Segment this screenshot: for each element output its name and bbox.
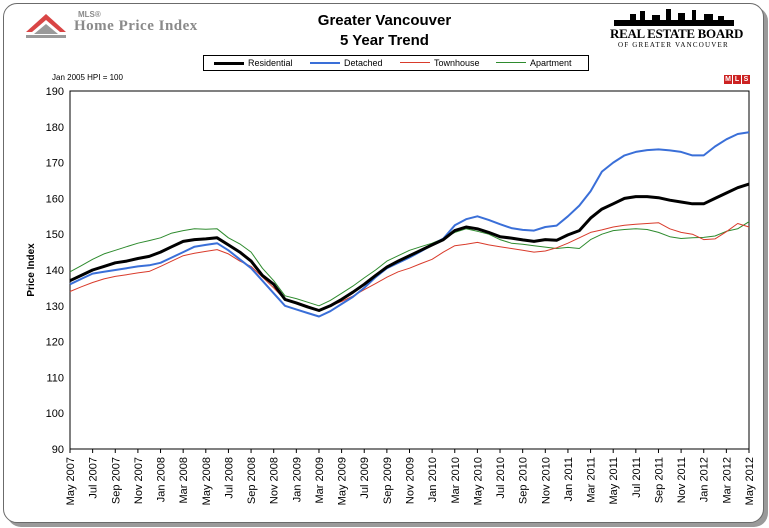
x-tick-label: Mar 2009 (314, 457, 326, 503)
y-tick-label: 140 (46, 265, 64, 277)
x-tick-label: Jan 2009 (291, 457, 303, 502)
y-tick-label: 150 (46, 229, 64, 241)
legend-swatch-apartment (496, 62, 526, 63)
legend-swatch-townhouse (400, 62, 430, 63)
x-tick-label: Jul 2011 (631, 457, 643, 498)
skyline-logo-icon (614, 9, 734, 26)
mls-badge-letter-l: L (733, 75, 741, 84)
x-tick-label: Jul 2008 (223, 457, 235, 499)
x-tick-label: Jan 2008 (156, 457, 168, 502)
x-tick-label: Nov 2010 (540, 457, 552, 504)
x-tick-label: Jan 2012 (699, 457, 711, 502)
x-tick-label: Mar 2012 (721, 457, 733, 503)
x-tick-label: May 2010 (472, 457, 484, 505)
y-tick-label: 170 (46, 158, 64, 170)
x-tick-label: Sep 2009 (382, 457, 394, 504)
x-tick-label: Jan 2011 (563, 457, 575, 501)
axes (69, 90, 750, 453)
x-tick-label: Jul 2009 (359, 457, 371, 499)
chart-legend: Residential Detached Townhouse Apartment (203, 55, 589, 71)
x-tick-label: Mar 2010 (450, 457, 462, 503)
x-tick-label: May 2008 (201, 457, 213, 505)
rebgv-logo-text: REAL ESTATE BOARD (610, 26, 744, 41)
mls-badge-letter-m: M (724, 75, 732, 84)
rebgv-logo-subtext: OF GREATER VANCOUVER (618, 41, 729, 49)
series-lines (69, 131, 750, 318)
series-line-townhouse (69, 222, 750, 311)
x-tick-label: Mar 2008 (178, 457, 190, 503)
mls-badge-letter-s: S (742, 75, 750, 84)
x-tick-label: May 2011 (608, 457, 620, 505)
mls-hpi-logo: MLS® Home Price Index (22, 10, 212, 40)
x-tick-label: Sep 2007 (110, 457, 122, 504)
rebgv-logo: REAL ESTATE BOARD OF GREATER VANCOUVER (600, 8, 750, 50)
x-tick-label: May 2012 (744, 457, 756, 505)
series-line-apartment (69, 221, 750, 307)
plot-area (69, 90, 750, 450)
y-tick-label: 130 (46, 301, 64, 313)
series-line-residential (69, 182, 750, 312)
tick-labels: 90 100 110 120 130 140 150 160 170 180 190 May 2007… (46, 86, 756, 505)
x-tick-label: Sep 2011 (653, 457, 665, 503)
x-tick-label: Sep 2010 (518, 457, 530, 504)
x-tick-label: Sep 2008 (246, 457, 258, 504)
y-tick-label: 110 (46, 372, 64, 384)
y-tick-label: 120 (46, 337, 64, 349)
chart-title: Greater Vancouver (317, 12, 452, 29)
y-tick-label: 100 (46, 408, 64, 420)
x-tick-label: May 2007 (65, 457, 77, 505)
x-tick-label: Jan 2010 (427, 457, 439, 502)
house-logo-icon (26, 14, 66, 38)
series-line-detached (69, 131, 750, 318)
legend-label-townhouse: Townhouse (434, 58, 480, 68)
y-tick-label: 180 (46, 122, 64, 134)
legend-label-residential: Residential (248, 58, 293, 68)
hpi-logo-text: Home Price Index (74, 18, 198, 34)
legend-label-detached: Detached (344, 58, 383, 68)
legend-swatch-residential (214, 62, 244, 65)
chart-subtitle: 5 Year Trend (340, 32, 429, 49)
legend-label-apartment: Apartment (530, 58, 572, 68)
x-tick-label: Nov 2009 (405, 457, 417, 504)
legend-swatch-detached (310, 62, 340, 64)
x-tick-label: Mar 2011 (586, 457, 598, 503)
x-tick-label: Nov 2007 (133, 457, 145, 504)
x-tick-label: May 2009 (337, 457, 349, 505)
y-axis-label: Price Index (26, 243, 37, 297)
mls-mark: MLS® (78, 10, 101, 19)
mls-badge-icon: M L S (724, 75, 750, 89)
x-tick-label: Nov 2011 (676, 457, 688, 503)
y-tick-label: 90 (52, 444, 64, 456)
x-tick-label: Jul 2007 (88, 457, 100, 499)
y-tick-label: 160 (46, 193, 64, 205)
baseline-note: Jan 2005 HPI = 100 (52, 73, 123, 82)
y-tick-label: 190 (46, 86, 64, 98)
x-tick-label: Jul 2010 (495, 457, 507, 499)
x-tick-label: Nov 2008 (269, 457, 281, 504)
